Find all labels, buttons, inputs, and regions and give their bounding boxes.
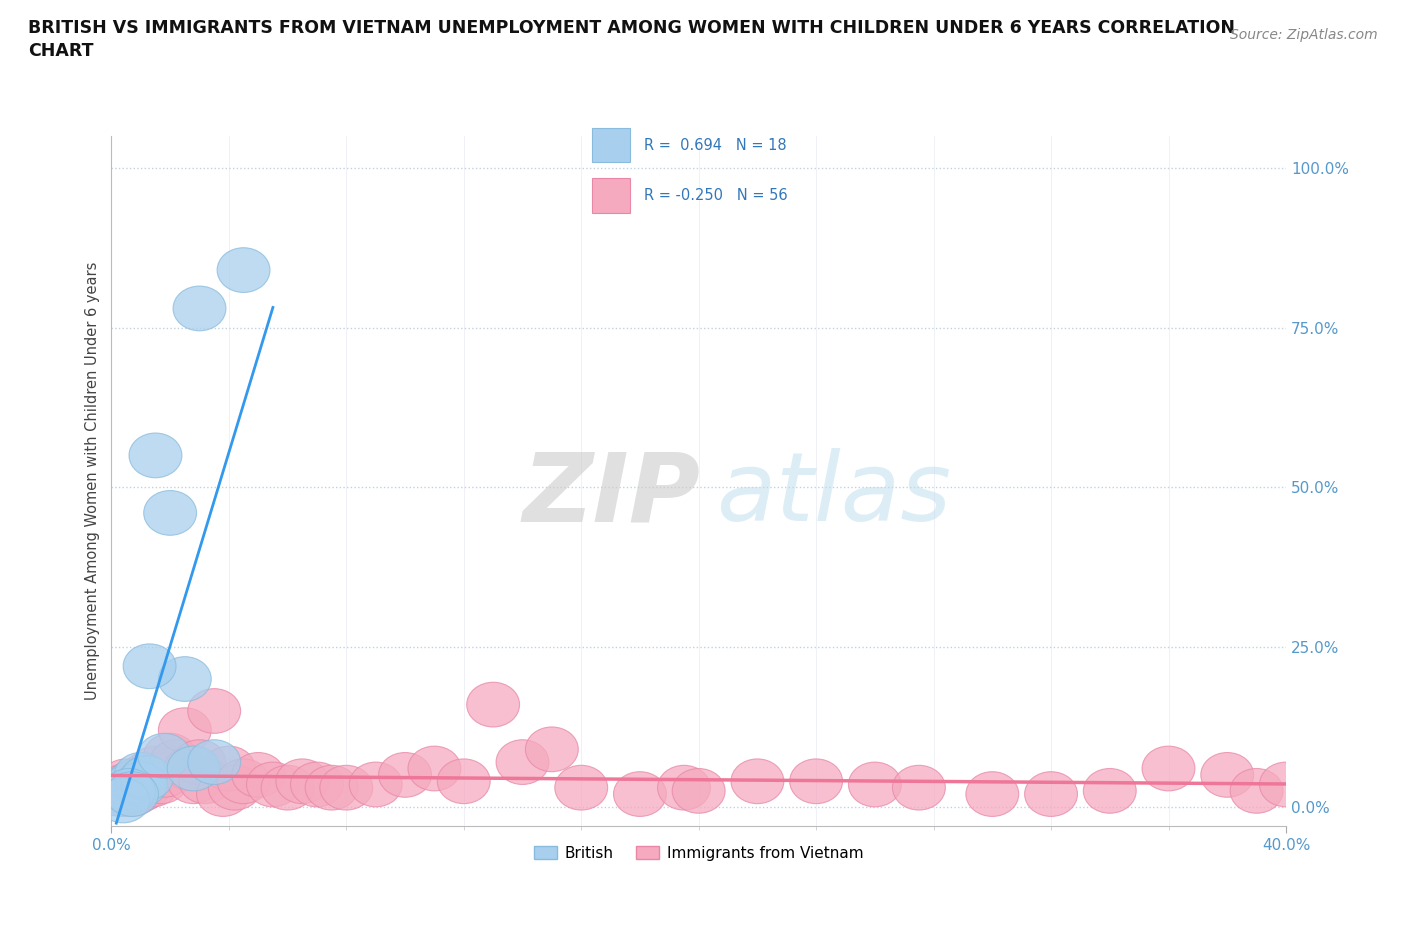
Ellipse shape xyxy=(202,746,256,790)
Text: R =  0.694   N = 18: R = 0.694 N = 18 xyxy=(644,138,786,153)
Ellipse shape xyxy=(291,762,343,807)
Ellipse shape xyxy=(217,247,270,292)
Ellipse shape xyxy=(121,752,173,797)
Ellipse shape xyxy=(731,759,783,804)
Text: BRITISH VS IMMIGRANTS FROM VIETNAM UNEMPLOYMENT AMONG WOMEN WITH CHILDREN UNDER : BRITISH VS IMMIGRANTS FROM VIETNAM UNEMP… xyxy=(28,19,1234,60)
Ellipse shape xyxy=(108,759,162,804)
Ellipse shape xyxy=(135,759,188,804)
Ellipse shape xyxy=(893,765,945,810)
Ellipse shape xyxy=(496,739,548,785)
Bar xyxy=(592,128,630,162)
Ellipse shape xyxy=(208,765,262,810)
Ellipse shape xyxy=(276,759,329,804)
Y-axis label: Unemployment Among Women with Children Under 6 years: Unemployment Among Women with Children U… xyxy=(86,261,100,700)
Ellipse shape xyxy=(129,433,181,478)
Ellipse shape xyxy=(167,759,221,804)
Bar xyxy=(592,179,630,213)
Ellipse shape xyxy=(658,765,710,810)
Ellipse shape xyxy=(94,768,146,813)
Ellipse shape xyxy=(173,739,226,785)
Ellipse shape xyxy=(114,752,167,797)
Ellipse shape xyxy=(97,772,149,817)
Ellipse shape xyxy=(165,746,217,790)
Ellipse shape xyxy=(159,657,211,701)
Ellipse shape xyxy=(305,765,359,810)
Ellipse shape xyxy=(1142,746,1195,790)
Ellipse shape xyxy=(217,759,270,804)
Ellipse shape xyxy=(188,688,240,734)
Ellipse shape xyxy=(437,759,491,804)
Ellipse shape xyxy=(124,644,176,688)
Ellipse shape xyxy=(138,752,191,797)
Ellipse shape xyxy=(159,708,211,752)
Ellipse shape xyxy=(103,762,156,807)
Ellipse shape xyxy=(100,765,152,810)
Ellipse shape xyxy=(103,768,156,813)
Ellipse shape xyxy=(149,739,202,785)
Ellipse shape xyxy=(613,772,666,817)
Ellipse shape xyxy=(117,765,170,810)
Ellipse shape xyxy=(114,759,167,804)
Ellipse shape xyxy=(105,772,159,817)
Ellipse shape xyxy=(121,756,173,801)
Text: Source: ZipAtlas.com: Source: ZipAtlas.com xyxy=(1230,28,1378,42)
Ellipse shape xyxy=(1260,762,1312,807)
Ellipse shape xyxy=(555,765,607,810)
Ellipse shape xyxy=(526,727,578,772)
Ellipse shape xyxy=(408,746,461,790)
Ellipse shape xyxy=(790,759,842,804)
Ellipse shape xyxy=(100,759,152,804)
Ellipse shape xyxy=(262,765,314,810)
Ellipse shape xyxy=(138,734,191,778)
Ellipse shape xyxy=(467,683,520,727)
Ellipse shape xyxy=(188,739,240,785)
Ellipse shape xyxy=(91,765,143,810)
Ellipse shape xyxy=(97,778,149,823)
Ellipse shape xyxy=(94,772,146,817)
Ellipse shape xyxy=(105,772,159,817)
Ellipse shape xyxy=(1230,768,1284,813)
Ellipse shape xyxy=(378,752,432,797)
Text: ZIP: ZIP xyxy=(523,448,700,541)
Ellipse shape xyxy=(349,762,402,807)
Ellipse shape xyxy=(173,286,226,331)
Ellipse shape xyxy=(179,759,232,804)
Ellipse shape xyxy=(127,762,179,807)
Ellipse shape xyxy=(167,746,221,790)
Ellipse shape xyxy=(848,762,901,807)
Ellipse shape xyxy=(143,490,197,536)
Ellipse shape xyxy=(1084,768,1136,813)
Ellipse shape xyxy=(114,762,167,807)
Ellipse shape xyxy=(143,734,197,778)
Ellipse shape xyxy=(111,768,165,813)
Ellipse shape xyxy=(1025,772,1077,817)
Ellipse shape xyxy=(246,762,299,807)
Ellipse shape xyxy=(108,765,162,810)
Ellipse shape xyxy=(197,772,249,817)
Text: R = -0.250   N = 56: R = -0.250 N = 56 xyxy=(644,188,787,203)
Ellipse shape xyxy=(1201,752,1254,797)
Ellipse shape xyxy=(129,746,181,790)
Ellipse shape xyxy=(232,752,284,797)
Text: atlas: atlas xyxy=(716,448,952,541)
Ellipse shape xyxy=(966,772,1019,817)
Legend: British, Immigrants from Vietnam: British, Immigrants from Vietnam xyxy=(527,840,870,867)
Ellipse shape xyxy=(321,765,373,810)
Ellipse shape xyxy=(672,768,725,813)
